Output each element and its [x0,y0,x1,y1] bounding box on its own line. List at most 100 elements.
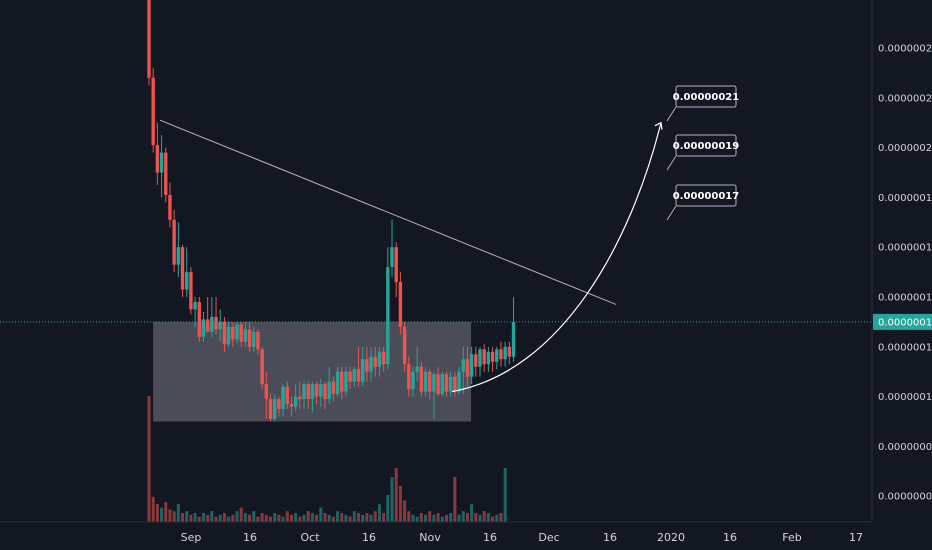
candle-body [423,371,428,392]
projection-arrow[interactable] [451,122,662,393]
volume-bar [369,514,373,522]
volume-bar [235,511,239,522]
candle-body [340,371,344,392]
candle-body [469,354,474,377]
candle-body [356,369,361,382]
volume-bar [403,500,407,522]
volume-bar [444,514,448,522]
volume-bar [470,504,474,522]
x-tick-label: Nov [419,531,441,544]
volume-bar [415,516,419,522]
candle-body [478,349,482,367]
volume-bar [436,513,440,522]
candle-body [394,247,398,283]
volume-bar [231,514,235,522]
volume-bars [147,396,507,522]
candle-body [499,349,503,360]
candle-body [289,404,294,407]
candle-body [218,321,222,330]
volume-bar [352,511,356,522]
volume-bar [252,511,256,522]
candle-body [214,316,218,330]
candle-body [197,301,201,337]
candle-body [503,346,507,360]
candle-body [151,77,155,146]
candle-body [193,301,197,310]
target-callout[interactable]: 0.00000017 [666,184,739,221]
target-callout[interactable]: 0.00000019 [666,134,739,171]
target-callout-pointer [666,155,677,171]
candle-body [436,374,440,395]
target-callout[interactable]: 0.00000021 [666,85,739,122]
volume-bar [239,507,243,522]
candle-body [210,316,214,332]
candle-body [457,371,461,392]
candle-body [448,376,453,392]
volume-bar [357,513,360,522]
volume-bar [206,514,210,522]
candle-body [273,399,277,420]
candle-body [172,219,176,265]
volume-bar [201,513,205,522]
target-callout-pointer [666,106,677,122]
candle-body [306,384,310,400]
volume-bar [453,477,457,522]
candle-body [222,321,227,345]
descending-trendline[interactable] [159,119,617,305]
candle-body [323,384,327,400]
candle-body [268,399,273,420]
candle-body [239,324,243,342]
candle-body [486,351,491,365]
candle-body [164,152,168,195]
volume-bar [285,511,289,522]
candle-body [277,399,281,410]
volume-bar [411,514,415,522]
candle-body [495,349,499,362]
candle-body [419,366,424,392]
volume-bar [327,514,331,522]
candle-body [176,247,181,265]
x-tick-label: 16 [603,531,617,544]
x-tick-label: 17 [849,531,863,544]
candle-body [314,384,319,397]
volume-bar [164,502,168,522]
volume-bar [260,513,264,522]
volume-bar [482,511,486,522]
candle-body [352,369,357,382]
volume-bar [256,516,260,522]
volume-bar [277,514,281,522]
candle-body [281,386,285,410]
x-axis[interactable]: Sep 16 Oct 16 Nov 16 Dec 16 2020 16 Feb 17 [181,531,863,544]
candle-body [319,384,323,397]
candle-body [335,371,340,395]
volume-bar [344,514,348,522]
candle-body [293,396,298,407]
candle-body [185,272,189,290]
candle-body [205,319,210,332]
volume-bar [386,495,390,522]
volume-bar [390,477,394,522]
volume-bar [243,513,247,522]
volume-bar [449,513,453,522]
volume-bar [273,513,277,522]
volume-bar [428,511,432,522]
candle-body [247,329,252,347]
volume-bar [310,513,314,522]
volume-bar [189,514,193,522]
projection-arrowhead [654,121,663,130]
target-callout-label: 0.00000021 [673,92,739,103]
volume-bar [298,516,302,522]
volume-bar [302,514,306,522]
volume-bar [222,513,226,522]
volume-bar [323,513,327,522]
last-price-label: 0.00000013 [878,317,932,328]
target-callout-pointer [666,205,677,221]
candle-body [377,351,382,367]
candle-body [390,247,394,268]
candle-body [298,396,302,400]
volume-bar [465,513,469,522]
